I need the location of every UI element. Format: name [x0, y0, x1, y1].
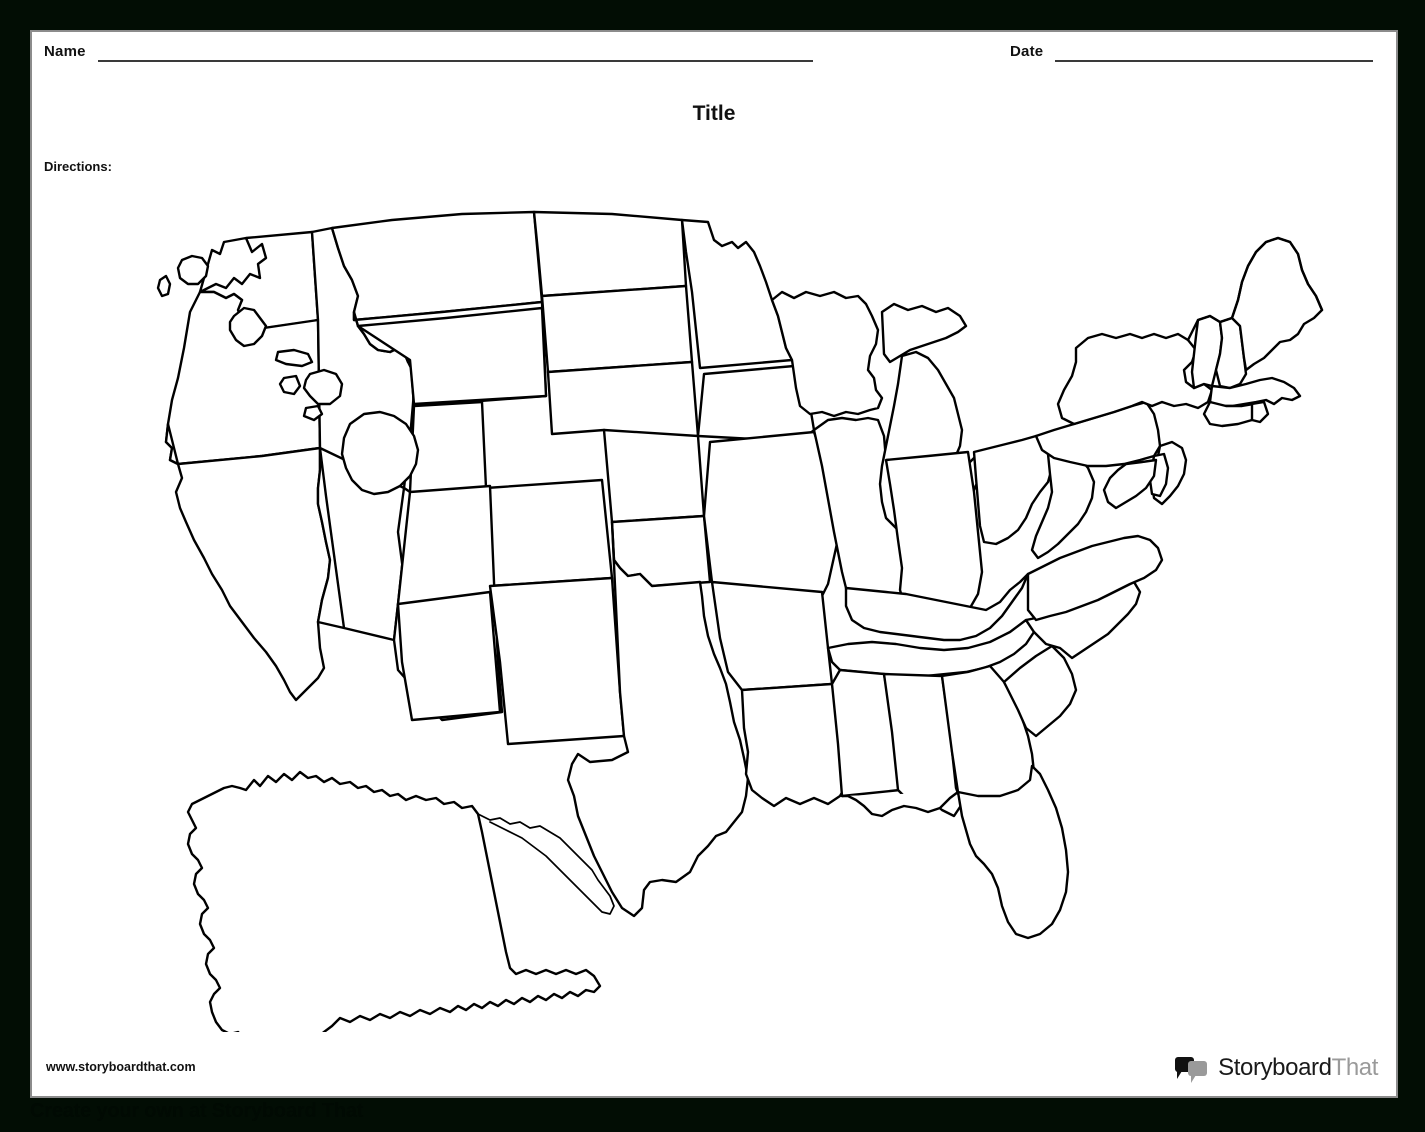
site-url[interactable]: www.storyboardthat.com — [46, 1060, 196, 1074]
storyboardthat-logo[interactable]: StoryboardThat — [1175, 1056, 1378, 1083]
state-maryland — [1104, 460, 1156, 508]
alaska-group — [156, 772, 614, 1032]
state-alaska — [188, 772, 600, 1032]
coastline-east — [1188, 238, 1322, 340]
state-west-virginia — [1032, 450, 1094, 558]
state-rhode-island — [1252, 402, 1268, 422]
promo-text: Create your own at Storyboard That — [30, 1100, 364, 1122]
state-virginia — [1028, 536, 1162, 620]
hawaii-molokai — [276, 350, 312, 366]
page-title[interactable]: Title — [692, 102, 736, 125]
us-map-svg[interactable] — [142, 192, 1342, 1032]
state-south-carolina — [1004, 646, 1076, 736]
state-arkansas — [712, 582, 832, 690]
worksheet-header: Name Date — [32, 32, 1396, 92]
state-indiana — [886, 452, 982, 616]
alaska-panhandle — [478, 814, 614, 914]
hawaii-kahoolawe — [304, 406, 322, 420]
state-minnesota — [682, 220, 792, 368]
state-texas — [568, 522, 748, 916]
date-input-rule[interactable] — [1055, 59, 1374, 62]
us-map[interactable] — [142, 192, 1342, 1032]
name-label: Name — [44, 43, 86, 60]
state-louisiana — [742, 684, 848, 806]
state-new-mexico — [490, 578, 624, 744]
name-input-rule[interactable] — [97, 59, 813, 62]
state-arizona2 — [398, 592, 500, 720]
speech-bubbles-icon — [1175, 1056, 1209, 1083]
state-colorado — [486, 480, 612, 586]
state-maine — [1232, 238, 1322, 370]
speech-bubble-light — [1188, 1061, 1208, 1083]
worksheet-page: Name Date Title Directions: — [30, 30, 1398, 1098]
state-wyoming-box — [358, 308, 546, 404]
state-wisconsin — [772, 292, 882, 416]
logo-text-that: That — [1331, 1054, 1379, 1081]
state-kansas — [604, 430, 704, 522]
logo-wordmark: StoryboardThat — [1218, 1056, 1378, 1080]
date-field[interactable]: Date — [1010, 43, 1374, 62]
hawaii-niihau — [158, 276, 170, 296]
state-kentucky — [846, 574, 1028, 640]
hawaii-big-island — [342, 412, 418, 494]
state-connecticut — [1204, 402, 1254, 426]
state-north-dakota — [534, 212, 686, 296]
logo-text-storyboard: Storyboard — [1218, 1054, 1332, 1081]
state-california — [166, 424, 330, 700]
hawaii-lanai — [280, 376, 300, 394]
hawaii-maui — [304, 370, 342, 404]
state-ohio — [974, 436, 1052, 544]
state-south-dakota — [542, 286, 692, 372]
hawaii-kauai — [178, 256, 208, 284]
border-nv-ca — [320, 448, 344, 628]
state-montana — [332, 212, 542, 320]
hawaii-group — [158, 256, 418, 494]
hawaii-oahu — [230, 308, 266, 346]
date-label: Date — [1010, 43, 1044, 60]
name-field[interactable]: Name — [44, 44, 813, 62]
directions-label[interactable]: Directions: — [44, 159, 112, 174]
state-florida — [842, 766, 1068, 938]
